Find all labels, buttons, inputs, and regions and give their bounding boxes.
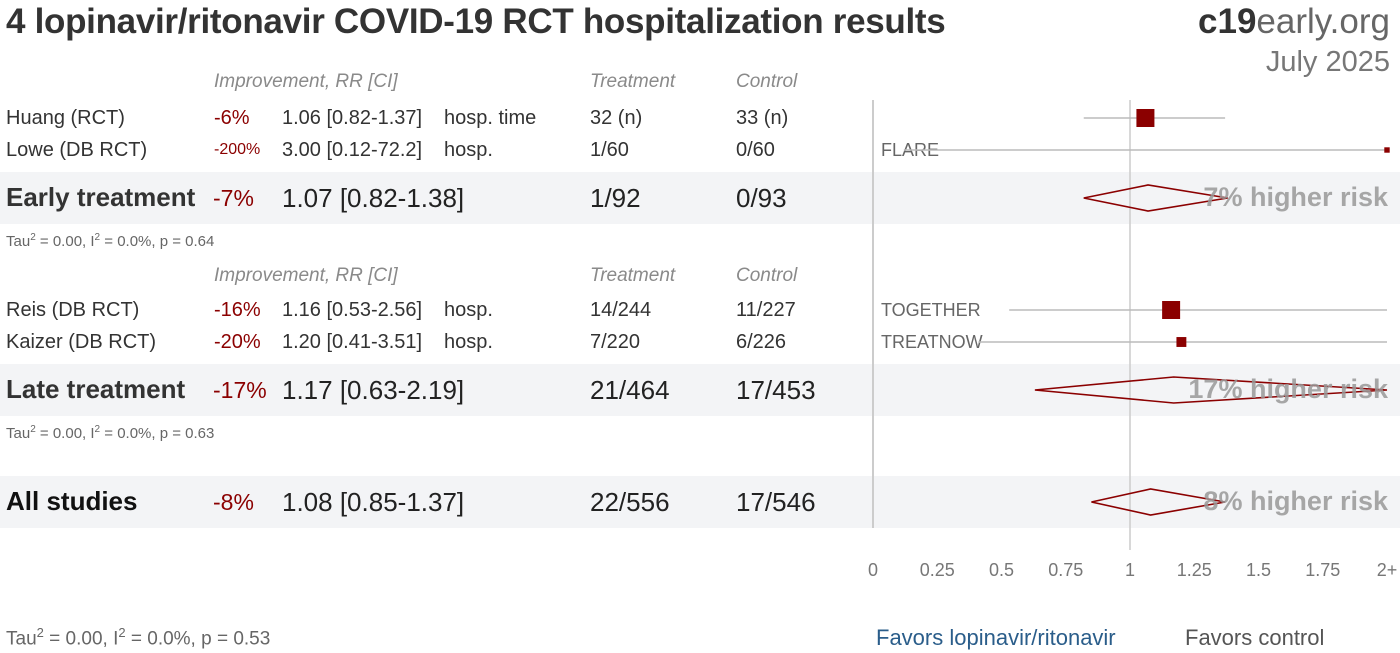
all-summary-rr: 1.08 [0.85-1.37] [282, 487, 465, 517]
study-rr: 1.20 [0.41-3.51] [282, 331, 423, 353]
study-control: 33 (n) [736, 107, 789, 129]
trial-name: TOGETHER [881, 300, 981, 320]
brand-rest: early.org [1256, 2, 1390, 41]
early-risk-label: 7% higher risk [1203, 182, 1388, 212]
summary-diamond [1091, 488, 1226, 516]
study-control: 6/226 [736, 331, 787, 353]
page-title: 4 lopinavir/ritonavir COVID-19 RCT hospi… [6, 2, 946, 41]
study-outcome: hosp. [444, 299, 493, 321]
col-control-header: Control [736, 265, 798, 286]
study-treatment: 1/60 [590, 139, 629, 161]
study-treatment: 32 (n) [590, 107, 643, 129]
brand-bold: c19 [1198, 2, 1257, 41]
axis-tick-label: 0.5 [989, 560, 1014, 580]
study-name[interactable]: Huang (RCT) [6, 107, 125, 129]
favors-treatment-label: Favors lopinavir/ritonavir [876, 625, 1116, 650]
late-summary-rr: 1.17 [0.63-2.19] [282, 375, 465, 405]
early-summary-pct: -7% [213, 185, 254, 211]
axis-tick-label: 1.75 [1305, 560, 1340, 580]
all-summary-label: All studies [6, 486, 138, 516]
axis-tick-label: 1 [1125, 560, 1135, 580]
overall-heterogeneity: Tau2 = 0.00, I2 = 0.0%, p = 0.53 [6, 625, 271, 650]
study-name[interactable]: Kaizer (DB RCT) [6, 331, 157, 353]
study-control: 0/60 [736, 139, 775, 161]
all-summary-band [0, 476, 1400, 528]
study-rr: 1.06 [0.82-1.37] [282, 107, 423, 129]
late-summary-pct: -17% [213, 377, 267, 403]
study-name[interactable]: Reis (DB RCT) [6, 299, 140, 321]
study-pct: -6% [214, 107, 250, 129]
all-summary-pct: -8% [213, 489, 254, 515]
early-summary-treatment: 1/92 [590, 183, 641, 213]
study-treatment: 14/244 [590, 299, 652, 321]
summary-diamond [1083, 184, 1228, 212]
all-risk-label: 8% higher risk [1203, 486, 1388, 516]
axis-tick-label: 0.75 [1048, 560, 1083, 580]
study-pct: -200% [214, 141, 261, 158]
col-improvement-header: Improvement, RR [CI] [214, 265, 398, 286]
study-outcome: hosp. [444, 331, 493, 353]
col-improvement-header: Improvement, RR [CI] [214, 71, 398, 92]
brand-logo[interactable]: c19early.org [1198, 2, 1390, 42]
early-summary-control: 0/93 [736, 183, 787, 213]
late-summary-treatment: 21/464 [590, 375, 670, 405]
late-summary-label: Late treatment [6, 374, 186, 404]
all-summary-treatment: 22/556 [590, 487, 670, 517]
study-outcome: hosp. time [444, 107, 537, 129]
late-summary-band [0, 364, 1400, 416]
trial-name: TREATNOW [881, 332, 983, 352]
study-rr: 3.00 [0.12-72.2] [282, 139, 423, 161]
brand-date: July 2025 [1265, 46, 1390, 78]
axis-tick-label: 0 [868, 560, 878, 580]
favors-control-label: Favors control [1185, 625, 1325, 650]
col-treatment-header: Treatment [590, 265, 676, 286]
axis-tick-label: 0.25 [920, 560, 955, 580]
study-name[interactable]: Lowe (DB RCT) [6, 139, 148, 161]
study-pct: -16% [214, 299, 261, 321]
early-summary-band [0, 172, 1400, 224]
early-summary-rr: 1.07 [0.82-1.38] [282, 183, 465, 213]
axis-tick-label: 1.25 [1177, 560, 1212, 580]
early-heterogeneity: Tau2 = 0.00, I2 = 0.0%, p = 0.64 [6, 232, 215, 250]
late-heterogeneity: Tau2 = 0.00, I2 = 0.0%, p = 0.63 [6, 424, 215, 442]
study-outcome: hosp. [444, 139, 493, 161]
effect-point [1162, 301, 1181, 319]
summary-diamond [1034, 376, 1388, 404]
all-summary-control: 17/546 [736, 487, 816, 517]
col-treatment-header: Treatment [590, 71, 676, 92]
study-rr: 1.16 [0.53-2.56] [282, 299, 423, 321]
effect-point [1176, 337, 1187, 347]
study-pct: -20% [214, 331, 261, 353]
col-control-header: Control [736, 71, 798, 92]
late-summary-control: 17/453 [736, 375, 816, 405]
effect-point [1136, 109, 1155, 127]
axis-tick-label: 1.5 [1246, 560, 1271, 580]
effect-point [1384, 147, 1390, 153]
late-risk-label: 17% higher risk [1188, 374, 1388, 404]
early-summary-label: Early treatment [6, 182, 196, 212]
axis-tick-label: 2+ [1377, 560, 1398, 580]
study-treatment: 7/220 [590, 331, 641, 353]
study-control: 11/227 [736, 299, 796, 321]
